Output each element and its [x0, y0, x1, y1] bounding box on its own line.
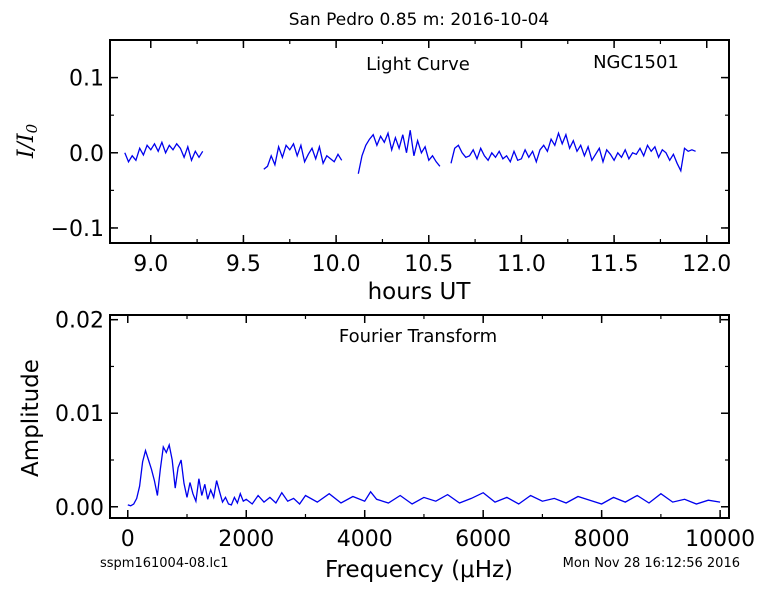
ft-x-tick-label: 10000 — [685, 527, 755, 552]
fourier-label: Fourier Transform — [339, 326, 497, 347]
lc-y-tick-label: 0.1 — [69, 67, 104, 92]
lc-x-tick-label: 11.0 — [497, 252, 546, 277]
light-curve-label: Light Curve — [366, 54, 470, 75]
fourier-ticks: 0 2000 4000 6000 8000 10000 0.00 0.01 0.02 — [55, 309, 755, 552]
fourier-ylabel: Amplitude — [18, 359, 44, 477]
svg-text:I/I0: I/I0 — [14, 123, 41, 159]
figure-title: San Pedro 0.85 m: 2016-10-04 — [289, 10, 549, 30]
light-curve-panel: 9.0 9.5 10.0 10.5 11.0 11.5 12.0 −0.1 0.0 0.1 Lig… — [14, 39, 731, 305]
ft-x-tick-label: 6000 — [455, 527, 511, 552]
lc-series-segment-1 — [263, 142, 343, 170]
ft-x-tick-label: 2000 — [218, 527, 274, 552]
light-curve-xlabel: hours UT — [368, 279, 472, 305]
light-curve-ticks: 9.0 9.5 10.0 10.5 11.0 11.5 12.0 −0.1 0.0 0.1 — [51, 40, 731, 277]
lc-x-tick-label: 9.5 — [226, 252, 261, 277]
ft-x-tick-label: 0 — [121, 527, 135, 552]
lc-x-tick-label: 9.0 — [133, 252, 168, 277]
lc-series-segment-3 — [450, 131, 696, 173]
fourier-frame — [109, 314, 730, 519]
fourier-xlabel: Frequency (μHz) — [325, 557, 513, 583]
fourier-panel: 0 2000 4000 6000 8000 10000 0.00 0.01 0.02 Fouri… — [18, 309, 755, 583]
ft-y-tick-label: 0.01 — [55, 402, 104, 427]
ft-x-tick-label: 4000 — [337, 527, 393, 552]
lc-y-tick-label: 0.0 — [69, 142, 104, 167]
ft-y-tick-label: 0.02 — [55, 309, 104, 334]
object-label: NGC1501 — [593, 52, 679, 73]
ft-y-tick-label: 0.00 — [55, 496, 104, 521]
lc-x-tick-label: 12.0 — [682, 252, 731, 277]
lc-x-tick-label: 10.0 — [312, 252, 361, 277]
lc-series-segment-0 — [124, 140, 204, 164]
svg-text:Amplitude: Amplitude — [18, 359, 44, 477]
light-curve-ylabel: I/I0 — [14, 123, 41, 159]
footer-filename: sspm161004-08.lc1 — [100, 556, 228, 571]
lc-y-tick-label: −0.1 — [51, 217, 104, 242]
fourier-series — [127, 442, 721, 507]
light-curve-series — [124, 130, 696, 174]
footer-timestamp: Mon Nov 28 16:12:56 2016 — [563, 556, 740, 571]
light-curve-frame — [109, 39, 730, 244]
lc-x-tick-label: 11.5 — [590, 252, 639, 277]
ft-series-segment-0 — [127, 442, 721, 507]
lc-x-tick-label: 10.5 — [404, 252, 453, 277]
ft-x-tick-label: 8000 — [574, 527, 630, 552]
lc-series-segment-2 — [357, 130, 441, 174]
